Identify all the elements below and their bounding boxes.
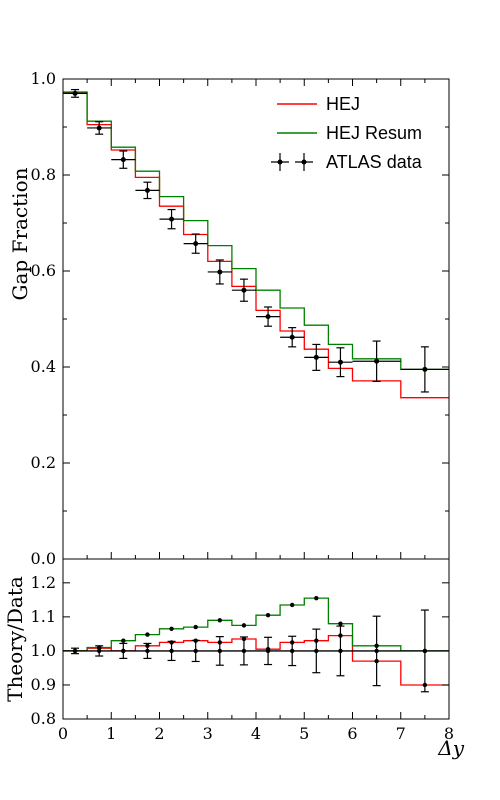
data-marker: [265, 314, 271, 320]
y-tick-label: 0.8: [31, 165, 56, 184]
data-marker: [144, 187, 150, 193]
data-point: [256, 306, 281, 327]
ratio-marker: [217, 618, 223, 623]
data-marker: [96, 125, 102, 131]
data-point: [231, 278, 256, 302]
data-point: [280, 327, 305, 348]
data-point: [111, 150, 136, 169]
data-point: [207, 259, 232, 285]
data-point: [135, 181, 160, 200]
data-point: [400, 346, 449, 393]
legend-marker: [277, 159, 283, 165]
ratio-marker: [145, 632, 150, 637]
main-data-layer: [63, 88, 449, 393]
x-tick-label: 3: [203, 724, 213, 743]
legend-marker: [301, 159, 307, 165]
ratio-marker: [314, 595, 319, 601]
ratio-series-layer: [63, 595, 449, 688]
data-marker: [374, 358, 380, 364]
ratio-marker: [265, 612, 271, 618]
data-point: [183, 233, 208, 254]
ratio-marker: [289, 602, 295, 608]
x-tick-label: 1: [106, 724, 116, 743]
ratio-marker: [241, 623, 247, 628]
x-tick-label: 0: [58, 724, 68, 743]
series-line-hej-resum: [63, 91, 449, 371]
legend: HEJ HEJ Resum ATLAS data: [271, 94, 423, 172]
ratio-marker: [193, 624, 198, 630]
ratio-ticks-layer: 0.8 0.9 1.0 1.1 1.2 0 1 2 3 4 5 6 7 8: [31, 79, 454, 743]
ratio-marker: [169, 626, 174, 631]
data-marker: [337, 359, 343, 365]
y-tick-label: 0.0: [31, 549, 56, 568]
data-marker: [217, 269, 223, 275]
legend-item: ATLAS data: [271, 152, 423, 172]
ratio-marker: [338, 621, 343, 626]
ratio-y-axis-label: Theory/Data: [3, 576, 27, 702]
data-point: [159, 208, 184, 230]
data-marker: [169, 216, 175, 222]
data-marker: [120, 157, 126, 163]
y-tick-label: 0.4: [31, 357, 56, 376]
data-marker: [422, 366, 428, 372]
x-tick-label: 4: [251, 724, 261, 743]
y-tick-label: 1.0: [31, 69, 56, 88]
ratio-marker: [121, 638, 126, 643]
main-y-axis-label: Gap Fraction: [8, 167, 32, 300]
main-panel: 0.0 0.2 0.4 0.6 0.8 1.0 Gap Fraction HEJ HEJ R…: [8, 69, 450, 568]
x-tick-label: 6: [347, 724, 357, 743]
data-point: [63, 88, 88, 98]
legend-label: HEJ: [326, 94, 360, 114]
legend-item: HEJ: [277, 94, 360, 114]
legend-label: HEJ Resum: [326, 123, 422, 143]
legend-label: ATLAS data: [326, 152, 423, 172]
data-point: [304, 343, 329, 371]
data-point: [352, 340, 401, 382]
data-marker: [193, 241, 199, 247]
y-tick-label: 0.6: [31, 261, 56, 280]
x-tick-label: 2: [154, 724, 164, 743]
y-tick-label: 0.9: [31, 675, 56, 694]
y-tick-label: 1.0: [31, 641, 56, 660]
x-tick-label: 7: [396, 724, 406, 743]
ratio-plot-frame: [62, 558, 450, 720]
y-tick-label: 0.2: [31, 453, 56, 472]
data-marker: [72, 90, 78, 96]
ratio-data-layer: [63, 609, 449, 693]
y-tick-label: 1.2: [31, 573, 56, 592]
y-tick-label: 1.1: [31, 607, 56, 626]
data-marker: [289, 334, 295, 340]
ratio-panel: 0.8 0.9 1.0 1.1 1.2 0 1 2 3 4 5 6 7 8 Theory/Data Δy: [3, 79, 465, 760]
data-point: [87, 121, 112, 135]
x-tick-label: 8: [444, 724, 454, 743]
data-marker: [313, 354, 319, 360]
data-point: [328, 347, 353, 378]
legend-item: HEJ Resum: [277, 123, 422, 143]
main-ticks-layer: 0.0 0.2 0.4 0.6 0.8 1.0: [31, 69, 449, 568]
x-axis-label: Δy: [437, 736, 464, 760]
x-tick-label: 5: [299, 724, 309, 743]
y-tick-label: 0.8: [31, 709, 56, 728]
data-marker: [241, 287, 247, 293]
